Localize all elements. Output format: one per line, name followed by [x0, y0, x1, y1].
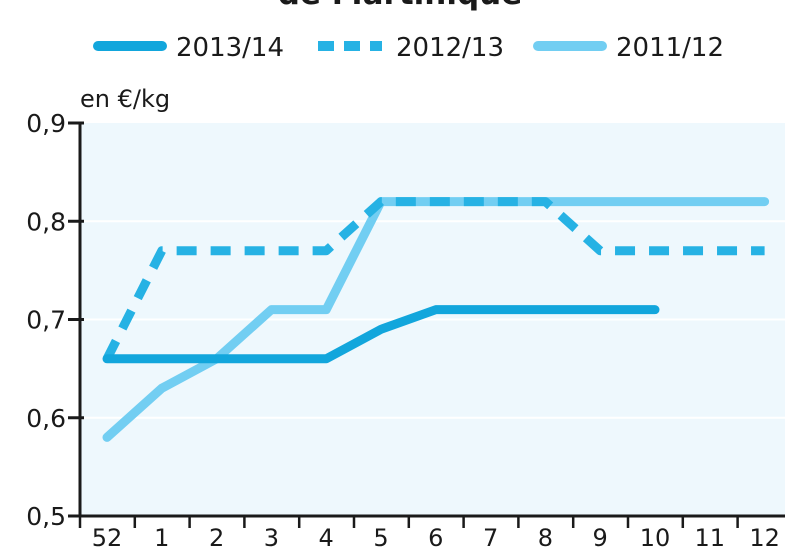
- series-line: [102, 197, 765, 361]
- x-tick-label: 5: [373, 524, 388, 550]
- ticks: 0,50,60,70,80,952 1 2 3 4 5 6 7 8 9 10 11 12: [26, 109, 780, 550]
- legend-label: 2011/12: [616, 33, 724, 63]
- x-tick-label: 9: [593, 524, 608, 550]
- x-tick-label: 4: [319, 524, 334, 550]
- x-tick-label: 12: [749, 524, 780, 550]
- x-tick-label: 52: [92, 524, 123, 550]
- series-group: [102, 197, 770, 442]
- x-tick-label: 1: [154, 524, 169, 550]
- x-tick-label: 8: [538, 524, 553, 550]
- chart-title: de Martinique: [278, 0, 523, 12]
- x-tick-label: 10: [640, 524, 671, 550]
- grid: [80, 220, 785, 419]
- series-line: [102, 305, 660, 364]
- y-axis-label: en €/kg: [80, 85, 170, 113]
- legend-label: 2013/14: [176, 33, 284, 63]
- x-tick-label: 3: [264, 524, 279, 550]
- y-tick-label: 0,8: [26, 207, 66, 236]
- x-tick-label: 7: [483, 524, 498, 550]
- x-tick-label: 2: [209, 524, 224, 550]
- legend-label: 2012/13: [396, 33, 504, 63]
- y-tick-label: 0,9: [26, 109, 66, 138]
- legend: 2013/14 2012/13 2011/12: [93, 33, 724, 63]
- y-tick-label: 0,6: [26, 404, 66, 433]
- y-tick-label: 0,5: [26, 502, 66, 531]
- x-tick-label: 6: [428, 524, 443, 550]
- y-tick-label: 0,7: [26, 306, 66, 335]
- x-tick-label: 11: [695, 524, 726, 550]
